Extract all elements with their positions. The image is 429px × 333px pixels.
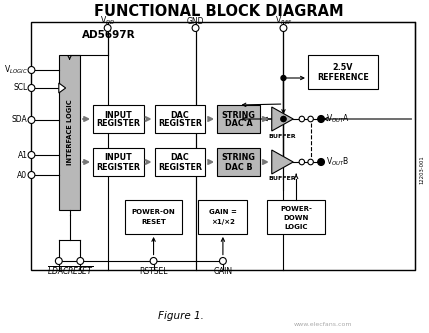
Circle shape <box>317 116 324 123</box>
Bar <box>59 55 80 210</box>
Text: Figure 1.: Figure 1. <box>158 311 204 321</box>
Circle shape <box>280 25 287 32</box>
Text: GND: GND <box>187 17 204 26</box>
Text: BUFFER: BUFFER <box>269 134 296 139</box>
Text: V$_{LOGIC}$: V$_{LOGIC}$ <box>3 64 27 76</box>
Circle shape <box>308 116 313 122</box>
Text: V$_{OUT}$B: V$_{OUT}$B <box>326 156 350 168</box>
Bar <box>93 105 144 133</box>
Text: REFERENCE: REFERENCE <box>317 73 369 82</box>
Text: INPUT: INPUT <box>105 154 132 163</box>
Text: AD5697R: AD5697R <box>82 30 136 40</box>
Text: DOWN: DOWN <box>284 215 309 221</box>
Circle shape <box>28 152 35 159</box>
Text: A0: A0 <box>18 170 27 179</box>
Circle shape <box>317 159 324 166</box>
Polygon shape <box>272 107 293 131</box>
Bar <box>154 148 205 176</box>
Bar <box>217 105 260 133</box>
Circle shape <box>281 117 286 122</box>
Circle shape <box>55 257 62 264</box>
Text: DAC B: DAC B <box>225 163 252 171</box>
Text: INTERFACE LOGIC: INTERFACE LOGIC <box>66 100 73 165</box>
Bar <box>308 55 378 89</box>
Text: $\overline{RESET}$: $\overline{RESET}$ <box>67 265 94 277</box>
Circle shape <box>220 257 227 264</box>
Bar <box>199 200 248 234</box>
Text: REGISTER: REGISTER <box>158 163 202 171</box>
Text: STRING: STRING <box>222 154 256 163</box>
Text: POWER-ON: POWER-ON <box>132 209 175 215</box>
Circle shape <box>104 25 111 32</box>
Polygon shape <box>272 150 293 174</box>
Text: DAC A: DAC A <box>225 120 252 129</box>
Text: BUFFER: BUFFER <box>269 176 296 181</box>
Text: DAC: DAC <box>171 111 189 120</box>
Text: GAIN: GAIN <box>213 266 233 275</box>
Text: STRING: STRING <box>222 111 256 120</box>
Polygon shape <box>59 83 66 93</box>
Text: INPUT: INPUT <box>105 111 132 120</box>
Text: $\overline{LDAC}$: $\overline{LDAC}$ <box>48 265 70 277</box>
Text: DAC: DAC <box>171 154 189 163</box>
Bar <box>267 200 326 234</box>
Text: GAIN =: GAIN = <box>209 209 237 215</box>
Circle shape <box>28 67 35 74</box>
Circle shape <box>192 25 199 32</box>
Text: V$_{DD}$: V$_{DD}$ <box>100 15 115 27</box>
Text: REGISTER: REGISTER <box>97 120 140 129</box>
Text: REGISTER: REGISTER <box>97 163 140 171</box>
Text: SCL: SCL <box>13 84 27 93</box>
Bar <box>217 148 260 176</box>
Text: REGISTER: REGISTER <box>158 120 202 129</box>
Bar <box>125 200 182 234</box>
Circle shape <box>150 257 157 264</box>
Text: A1: A1 <box>18 151 27 160</box>
Text: V$_{REF}$: V$_{REF}$ <box>275 15 292 27</box>
Circle shape <box>28 85 35 92</box>
Circle shape <box>299 116 305 122</box>
Circle shape <box>308 159 313 165</box>
Text: www.elecfans.com: www.elecfans.com <box>293 321 352 326</box>
Circle shape <box>281 117 286 122</box>
Circle shape <box>281 76 286 81</box>
Text: LOGIC: LOGIC <box>284 224 308 230</box>
Text: 12203-001: 12203-001 <box>419 156 424 184</box>
Circle shape <box>77 257 84 264</box>
Text: V$_{OUT}$A: V$_{OUT}$A <box>326 113 350 125</box>
Text: FUNCTIONAL BLOCK DIAGRAM: FUNCTIONAL BLOCK DIAGRAM <box>94 5 344 20</box>
Text: POWER-: POWER- <box>280 206 312 212</box>
Bar <box>154 105 205 133</box>
Text: RESET: RESET <box>141 219 166 225</box>
Text: ×1/×2: ×1/×2 <box>211 219 235 225</box>
Text: SDA: SDA <box>12 116 27 125</box>
Bar <box>31 22 415 270</box>
Circle shape <box>28 117 35 124</box>
Bar <box>93 148 144 176</box>
Circle shape <box>299 159 305 165</box>
Circle shape <box>28 171 35 178</box>
Text: 2.5V: 2.5V <box>333 63 353 72</box>
Text: RSTSEL: RSTSEL <box>139 266 168 275</box>
